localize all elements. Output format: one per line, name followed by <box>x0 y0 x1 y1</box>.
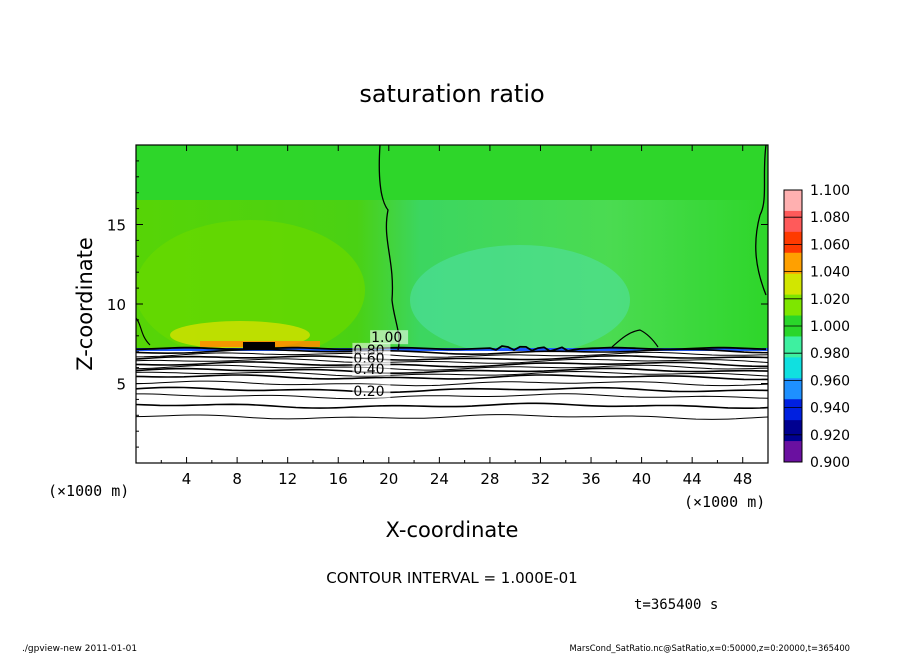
contour-label-bg <box>352 350 391 365</box>
colorbar-level: 1.020 <box>810 292 850 308</box>
contour-line <box>136 361 768 368</box>
x-axis-label: X-coordinate <box>386 518 519 542</box>
contour-1.00-right <box>755 145 767 296</box>
footer-left: ./gpview-new 2011-01-01 <box>22 644 137 654</box>
contour-line <box>136 380 768 387</box>
cool-patch <box>410 245 630 355</box>
contour-line <box>136 351 768 358</box>
contour-line <box>136 393 768 400</box>
contour-labels: 1.000.800.600.400.20 <box>352 330 409 400</box>
contour-line <box>136 414 768 420</box>
x-tick-label: 8 <box>232 470 242 488</box>
x-tick-label: 24 <box>430 470 449 488</box>
contour-label-bg <box>352 361 391 376</box>
x-unit-label: (×1000 m) <box>684 493 765 511</box>
contour-line <box>136 364 768 371</box>
colorbar-level: 1.040 <box>810 265 850 281</box>
colorbar-swatch <box>784 252 802 275</box>
z-unit-label: (×1000 m) <box>48 482 129 500</box>
x-tick-label: 32 <box>531 470 550 488</box>
contour-line <box>136 402 768 409</box>
contour-1.00-base <box>136 345 767 353</box>
x-tick-label: 4 <box>182 470 192 488</box>
footer-right: MarsCond_SatRatio.nc@SatRatio,x=0:50000,… <box>570 643 850 653</box>
colorbar-swatch <box>784 210 802 233</box>
x-tick-label: 48 <box>733 470 752 488</box>
contour-line <box>136 386 768 394</box>
colorbar-level: 0.940 <box>810 401 850 417</box>
contour-label: 0.40 <box>353 362 384 378</box>
colorbar-swatch <box>784 420 802 442</box>
contour-line <box>136 374 768 381</box>
colorbar-level: 1.080 <box>810 210 850 226</box>
colorbar-swatch <box>784 441 802 463</box>
contour-line <box>136 358 768 364</box>
y-tick-label: 10 <box>107 296 126 314</box>
colorbar-level: 0.980 <box>810 346 850 362</box>
colorbar-swatch <box>784 378 802 400</box>
plot-area <box>136 145 768 463</box>
contour-line <box>136 370 768 377</box>
contour-1.00-patch <box>611 329 659 348</box>
contour-label: 0.20 <box>353 384 384 400</box>
colorbar-level: 1.060 <box>810 237 850 253</box>
x-tick-label: 12 <box>278 470 297 488</box>
colorbar-level: 0.920 <box>810 428 850 444</box>
contour-line <box>136 355 768 361</box>
contour-1.00-left <box>378 145 400 351</box>
colorbar-level: 0.900 <box>810 455 850 471</box>
y-axis-label: Z-coordinate <box>73 237 97 371</box>
x-tick-label: 40 <box>632 470 651 488</box>
x-tick-label: 16 <box>329 470 348 488</box>
chart-title: saturation ratio <box>359 80 544 108</box>
x-tick-label: 20 <box>379 470 398 488</box>
contour-interval-text: CONTOUR INTERVAL = 1.000E-01 <box>326 569 577 587</box>
colorbar <box>783 189 803 463</box>
x-tick-label: 28 <box>480 470 499 488</box>
x-tick-label: 44 <box>683 470 702 488</box>
contour-lines <box>136 345 768 420</box>
x-axis: 4 8 12 16 20 24 28 32 36 40 44 48 <box>160 145 752 488</box>
contour-line <box>136 367 768 374</box>
colorbar-swatch <box>784 190 802 212</box>
colorbar-swatch <box>784 294 802 317</box>
contour-label: 1.00 <box>371 330 402 346</box>
colorbar-swatch <box>784 357 802 379</box>
contour-cluster <box>243 342 275 349</box>
y-tick-label: 15 <box>107 217 126 235</box>
contour-label-bg <box>352 384 391 399</box>
colorbar-level: 1.100 <box>810 183 850 199</box>
colorbar-level: 0.960 <box>810 373 850 389</box>
colorbar-swatch <box>784 336 802 358</box>
contour-label-bg <box>370 330 409 345</box>
colorbar-level: 1.000 <box>810 319 850 335</box>
colorbar-labels: 1.100 1.080 1.060 1.040 1.020 1.000 0.980 0.960… <box>784 183 850 471</box>
colorbar-swatch <box>784 231 802 254</box>
y-tick-label: 5 <box>116 376 126 394</box>
colorbar-swatch <box>784 399 802 421</box>
y-axis: 5 10 15 <box>107 160 768 448</box>
x-tick-label: 36 <box>581 470 600 488</box>
time-text: t=365400 s <box>634 597 718 613</box>
colorbar-swatch <box>784 273 802 296</box>
